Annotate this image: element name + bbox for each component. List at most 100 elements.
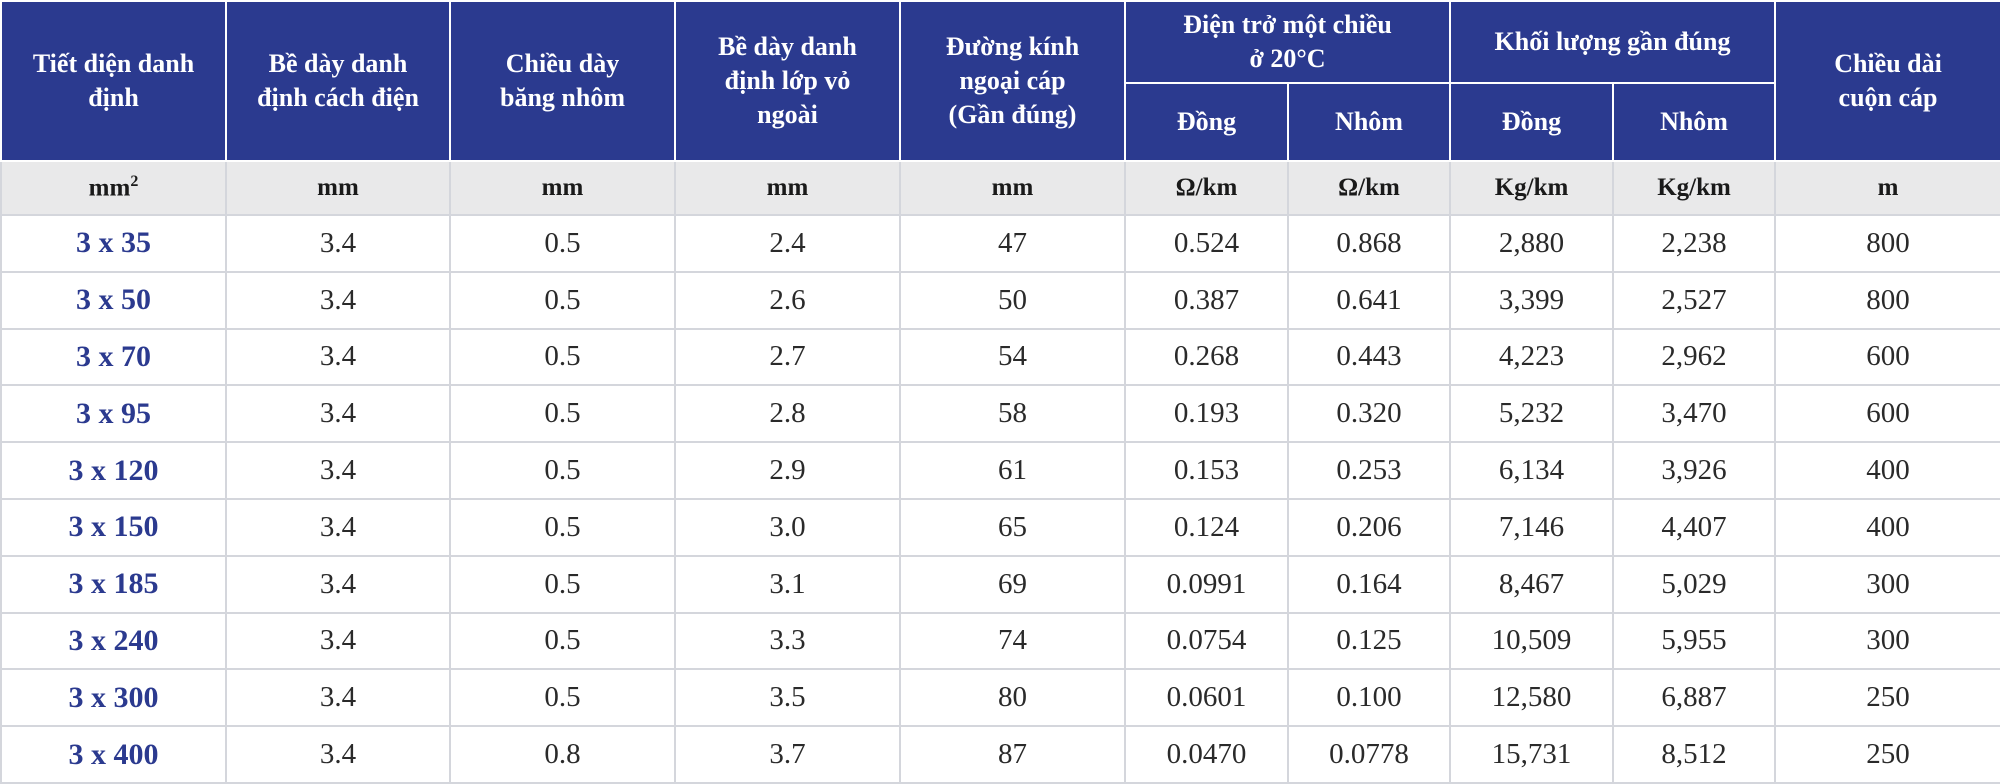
header-weight-aluminum: Nhôm xyxy=(1612,82,1777,162)
unit-weight-copper: Kg/km xyxy=(1449,160,1615,216)
cell-drum-length: 600 xyxy=(1774,327,2000,387)
cell-outer-diameter: 69 xyxy=(899,554,1126,614)
cell-aluminum-tape: 0.5 xyxy=(449,384,676,444)
table-row: 3 x 50 3.4 0.5 2.6 50 0.387 0.641 3,399 2,527 800 xyxy=(0,270,2000,330)
cell-insulation-thickness: 3.4 xyxy=(225,554,451,614)
cell-drum-length: 250 xyxy=(1774,725,2000,784)
cell-outer-diameter: 74 xyxy=(899,611,1126,671)
cell-outer-diameter: 47 xyxy=(899,214,1126,273)
cell-resistance-copper: 0.387 xyxy=(1124,270,1289,330)
cell-resistance-copper: 0.0470 xyxy=(1124,725,1289,784)
cell-insulation-thickness: 3.4 xyxy=(225,611,451,671)
cell-insulation-thickness: 3.4 xyxy=(225,327,451,387)
cell-resistance-aluminum: 0.0778 xyxy=(1286,725,1452,784)
cell-resistance-aluminum: 0.868 xyxy=(1286,214,1452,273)
unit-weight-aluminum: Kg/km xyxy=(1612,160,1777,216)
cell-cross-section: 3 x 70 xyxy=(0,327,227,387)
cell-weight-copper: 12,580 xyxy=(1449,668,1615,728)
cell-sheath-thickness: 2.7 xyxy=(674,327,901,387)
header-weight-copper: Đồng xyxy=(1449,82,1615,162)
cell-insulation-thickness: 3.4 xyxy=(225,441,451,500)
table-row: 3 x 120 3.4 0.5 2.9 61 0.153 0.253 6,134 3,926 40… xyxy=(0,441,2000,500)
cell-resistance-aluminum: 0.253 xyxy=(1286,441,1452,500)
cell-aluminum-tape: 0.5 xyxy=(449,611,676,671)
cell-weight-aluminum: 3,470 xyxy=(1612,384,1777,444)
cell-sheath-thickness: 2.8 xyxy=(674,384,901,444)
cell-weight-copper: 3,399 xyxy=(1449,270,1615,330)
cell-resistance-aluminum: 0.164 xyxy=(1286,554,1452,614)
cell-weight-aluminum: 8,512 xyxy=(1612,725,1777,784)
cell-cross-section: 3 x 35 xyxy=(0,214,227,273)
cell-resistance-aluminum: 0.641 xyxy=(1286,270,1452,330)
cell-cross-section: 3 x 50 xyxy=(0,270,227,330)
cell-resistance-copper: 0.193 xyxy=(1124,384,1289,444)
cell-weight-copper: 2,880 xyxy=(1449,214,1615,273)
cell-weight-aluminum: 4,407 xyxy=(1612,497,1777,557)
cell-weight-copper: 6,134 xyxy=(1449,441,1615,500)
table-row: 3 x 95 3.4 0.5 2.8 58 0.193 0.320 5,232 3,470 600 xyxy=(0,384,2000,444)
cell-cross-section: 3 x 95 xyxy=(0,384,227,444)
header-resistance-copper: Đồng xyxy=(1124,82,1289,162)
table-row: 3 x 185 3.4 0.5 3.1 69 0.0991 0.164 8,467 5,029 3… xyxy=(0,554,2000,614)
unit-tape: mm xyxy=(449,160,676,216)
cell-aluminum-tape: 0.5 xyxy=(449,327,676,387)
cell-insulation-thickness: 3.4 xyxy=(225,214,451,273)
cell-weight-copper: 15,731 xyxy=(1449,725,1615,784)
cell-resistance-copper: 0.124 xyxy=(1124,497,1289,557)
cell-aluminum-tape: 0.8 xyxy=(449,725,676,784)
header-approx-weight: Khối lượng gần đúng xyxy=(1449,0,1777,84)
cell-weight-aluminum: 2,238 xyxy=(1612,214,1777,273)
cell-resistance-copper: 0.268 xyxy=(1124,327,1289,387)
cell-weight-copper: 7,146 xyxy=(1449,497,1615,557)
table-row: 3 x 240 3.4 0.5 3.3 74 0.0754 0.125 10,509 5,955… xyxy=(0,611,2000,671)
cell-resistance-aluminum: 0.206 xyxy=(1286,497,1452,557)
cell-sheath-thickness: 3.7 xyxy=(674,725,901,784)
unit-cross-section: mm2 xyxy=(0,160,227,216)
cell-weight-aluminum: 2,962 xyxy=(1612,327,1777,387)
unit-length: m xyxy=(1774,160,2000,216)
cell-drum-length: 300 xyxy=(1774,554,2000,614)
cell-aluminum-tape: 0.5 xyxy=(449,497,676,557)
unit-resistance-aluminum: Ω/km xyxy=(1286,160,1452,216)
cell-outer-diameter: 54 xyxy=(899,327,1126,387)
cell-insulation-thickness: 3.4 xyxy=(225,497,451,557)
cell-resistance-copper: 0.0754 xyxy=(1124,611,1289,671)
cell-resistance-copper: 0.524 xyxy=(1124,214,1289,273)
cell-cross-section: 3 x 150 xyxy=(0,497,227,557)
cell-cross-section: 3 x 185 xyxy=(0,554,227,614)
cell-weight-copper: 10,509 xyxy=(1449,611,1615,671)
cell-drum-length: 800 xyxy=(1774,214,2000,273)
header-insulation-thickness: Bề dày danh định cách điện xyxy=(225,0,451,162)
cell-cross-section: 3 x 240 xyxy=(0,611,227,671)
cell-resistance-aluminum: 0.125 xyxy=(1286,611,1452,671)
cell-sheath-thickness: 2.6 xyxy=(674,270,901,330)
cell-aluminum-tape: 0.5 xyxy=(449,668,676,728)
cell-drum-length: 250 xyxy=(1774,668,2000,728)
cell-sheath-thickness: 3.3 xyxy=(674,611,901,671)
cell-resistance-aluminum: 0.443 xyxy=(1286,327,1452,387)
cell-drum-length: 400 xyxy=(1774,441,2000,500)
cell-aluminum-tape: 0.5 xyxy=(449,441,676,500)
cell-sheath-thickness: 3.1 xyxy=(674,554,901,614)
cell-sheath-thickness: 3.0 xyxy=(674,497,901,557)
header-outer-diameter: Đường kính ngoại cáp (Gần đúng) xyxy=(899,0,1126,162)
cell-aluminum-tape: 0.5 xyxy=(449,554,676,614)
table-row: 3 x 400 3.4 0.8 3.7 87 0.0470 0.0778 15,731 8,51… xyxy=(0,725,2000,784)
table-row: 3 x 150 3.4 0.5 3.0 65 0.124 0.206 7,146 4,407 40… xyxy=(0,497,2000,557)
cell-outer-diameter: 65 xyxy=(899,497,1126,557)
cell-drum-length: 400 xyxy=(1774,497,2000,557)
table-body: 3 x 35 3.4 0.5 2.4 47 0.524 0.868 2,880 2,238 800… xyxy=(0,214,2000,784)
header-sheath-thickness: Bề dày danh định lớp vỏ ngoài xyxy=(674,0,901,162)
header-resistance-aluminum: Nhôm xyxy=(1286,82,1452,162)
cell-outer-diameter: 87 xyxy=(899,725,1126,784)
cell-resistance-copper: 0.0601 xyxy=(1124,668,1289,728)
cell-insulation-thickness: 3.4 xyxy=(225,270,451,330)
cell-resistance-aluminum: 0.100 xyxy=(1286,668,1452,728)
cell-weight-copper: 8,467 xyxy=(1449,554,1615,614)
cell-weight-copper: 5,232 xyxy=(1449,384,1615,444)
cell-sheath-thickness: 2.9 xyxy=(674,441,901,500)
table-row: 3 x 70 3.4 0.5 2.7 54 0.268 0.443 4,223 2,962 600 xyxy=(0,327,2000,387)
cell-aluminum-tape: 0.5 xyxy=(449,214,676,273)
cell-insulation-thickness: 3.4 xyxy=(225,668,451,728)
cell-outer-diameter: 50 xyxy=(899,270,1126,330)
